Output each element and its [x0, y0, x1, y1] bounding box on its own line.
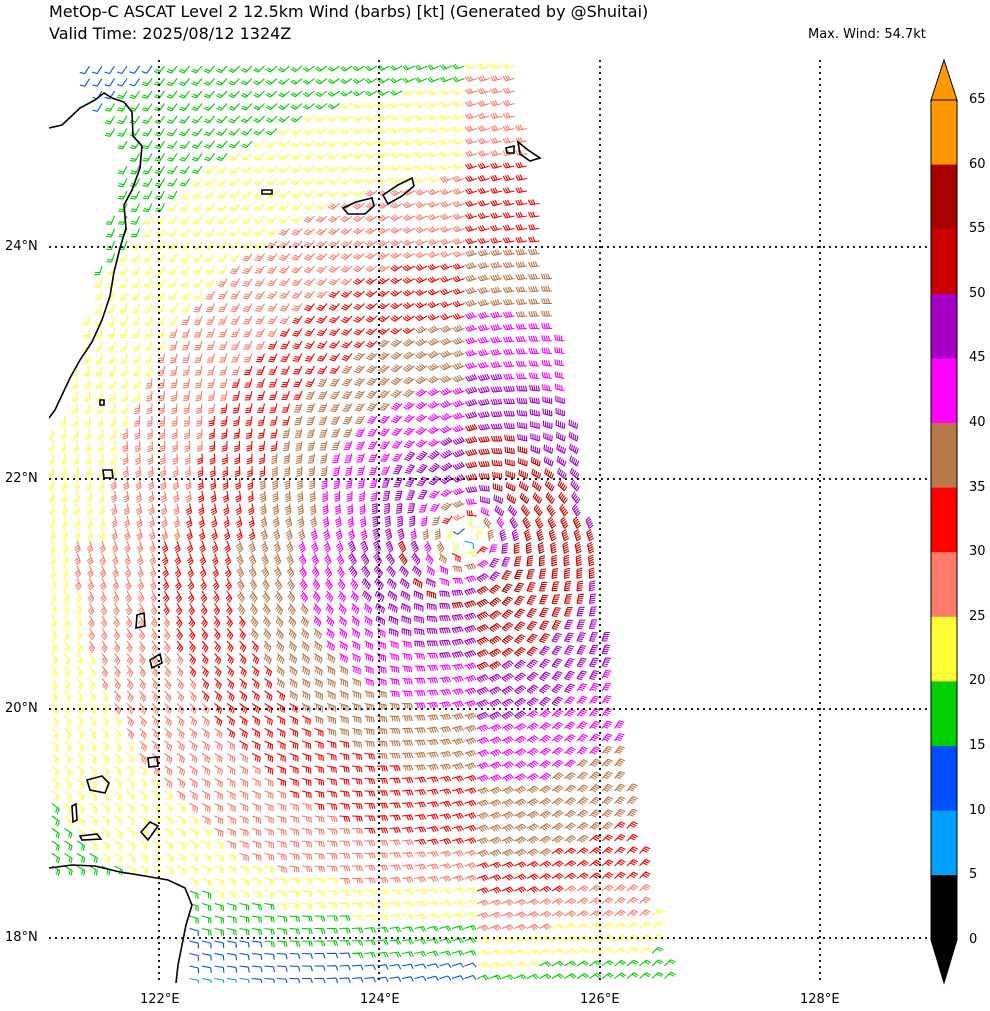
valid-time: Valid Time: 2025/08/12 1324Z — [49, 24, 292, 43]
wind-barbs — [347, 373, 611, 721]
wind-barbs — [74, 74, 651, 932]
map-title: MetOp-C ASCAT Level 2 12.5km Wind (barbs… — [49, 2, 649, 21]
lat-label-18n: 18°N — [5, 930, 38, 945]
lon-label-124e: 124°E — [360, 992, 400, 1007]
wind-barbs — [79, 65, 477, 983]
wind-barbs — [161, 161, 651, 894]
colorbar-bin-40-45 — [931, 358, 957, 424]
colorbar-tick-10: 10 — [969, 802, 986, 818]
lon-label-128e: 128°E — [800, 992, 840, 1007]
wind-barbs — [189, 540, 474, 983]
colorbar-bin-5-10 — [931, 810, 957, 876]
colorbar-tick-35: 35 — [969, 479, 986, 495]
colorbar-bin-30-35 — [931, 487, 957, 553]
colorbar-tick-65: 65 — [969, 92, 986, 107]
wind-barbs — [51, 63, 676, 981]
colorbar-bin-50-55 — [931, 229, 957, 295]
colorbar-tick-55: 55 — [969, 221, 986, 237]
colorbar — [930, 58, 958, 985]
colorbar-bin-55-60 — [931, 164, 957, 230]
colorbar-tick-50: 50 — [969, 285, 986, 301]
wind-swath — [49, 62, 676, 983]
colorbar-bin-20-25 — [931, 616, 957, 682]
gridlines — [49, 60, 929, 983]
colorbar-bin-0-5 — [931, 875, 957, 941]
lat-label-20n: 20°N — [5, 701, 38, 716]
wind-barbs — [235, 248, 638, 858]
colorbar-bin-45-50 — [931, 293, 957, 359]
wind-barbs — [298, 311, 625, 782]
wind-barbs — [397, 423, 595, 671]
colorbar-tick-20: 20 — [969, 673, 986, 689]
colorbar-tick-45: 45 — [969, 350, 986, 366]
colorbar-tick-15: 15 — [969, 738, 986, 753]
colorbar-bin-15-20 — [931, 681, 957, 747]
colorbar-bin-35-40 — [931, 423, 957, 489]
colorbar-frame — [930, 99, 958, 941]
colorbar-tick-0: 0 — [969, 931, 978, 947]
max-wind-label: Max. Wind: 54.7kt — [808, 27, 926, 42]
colorbar-extend-min — [930, 939, 958, 985]
colorbar-tick-25: 25 — [969, 608, 986, 624]
colorbar-tick-30: 30 — [969, 544, 986, 560]
lat-label-24n: 24°N — [5, 239, 38, 254]
lat-label-22n: 22°N — [5, 471, 38, 486]
wind-barbs — [476, 492, 546, 608]
colorbar-tick-40: 40 — [969, 415, 986, 430]
colorbar-extend-max — [930, 58, 958, 101]
lon-label-122e: 122°E — [140, 992, 180, 1007]
colorbar-tick-5: 5 — [969, 867, 978, 883]
lon-label-126e: 126°E — [580, 992, 620, 1007]
colorbar-bin-25-30 — [931, 552, 957, 618]
colorbar-bin-60-65 — [931, 100, 957, 166]
coastline — [49, 92, 542, 983]
colorbar-bin-10-15 — [931, 746, 957, 812]
colorbar-tick-60: 60 — [969, 156, 986, 172]
wind-barbs — [49, 62, 664, 968]
